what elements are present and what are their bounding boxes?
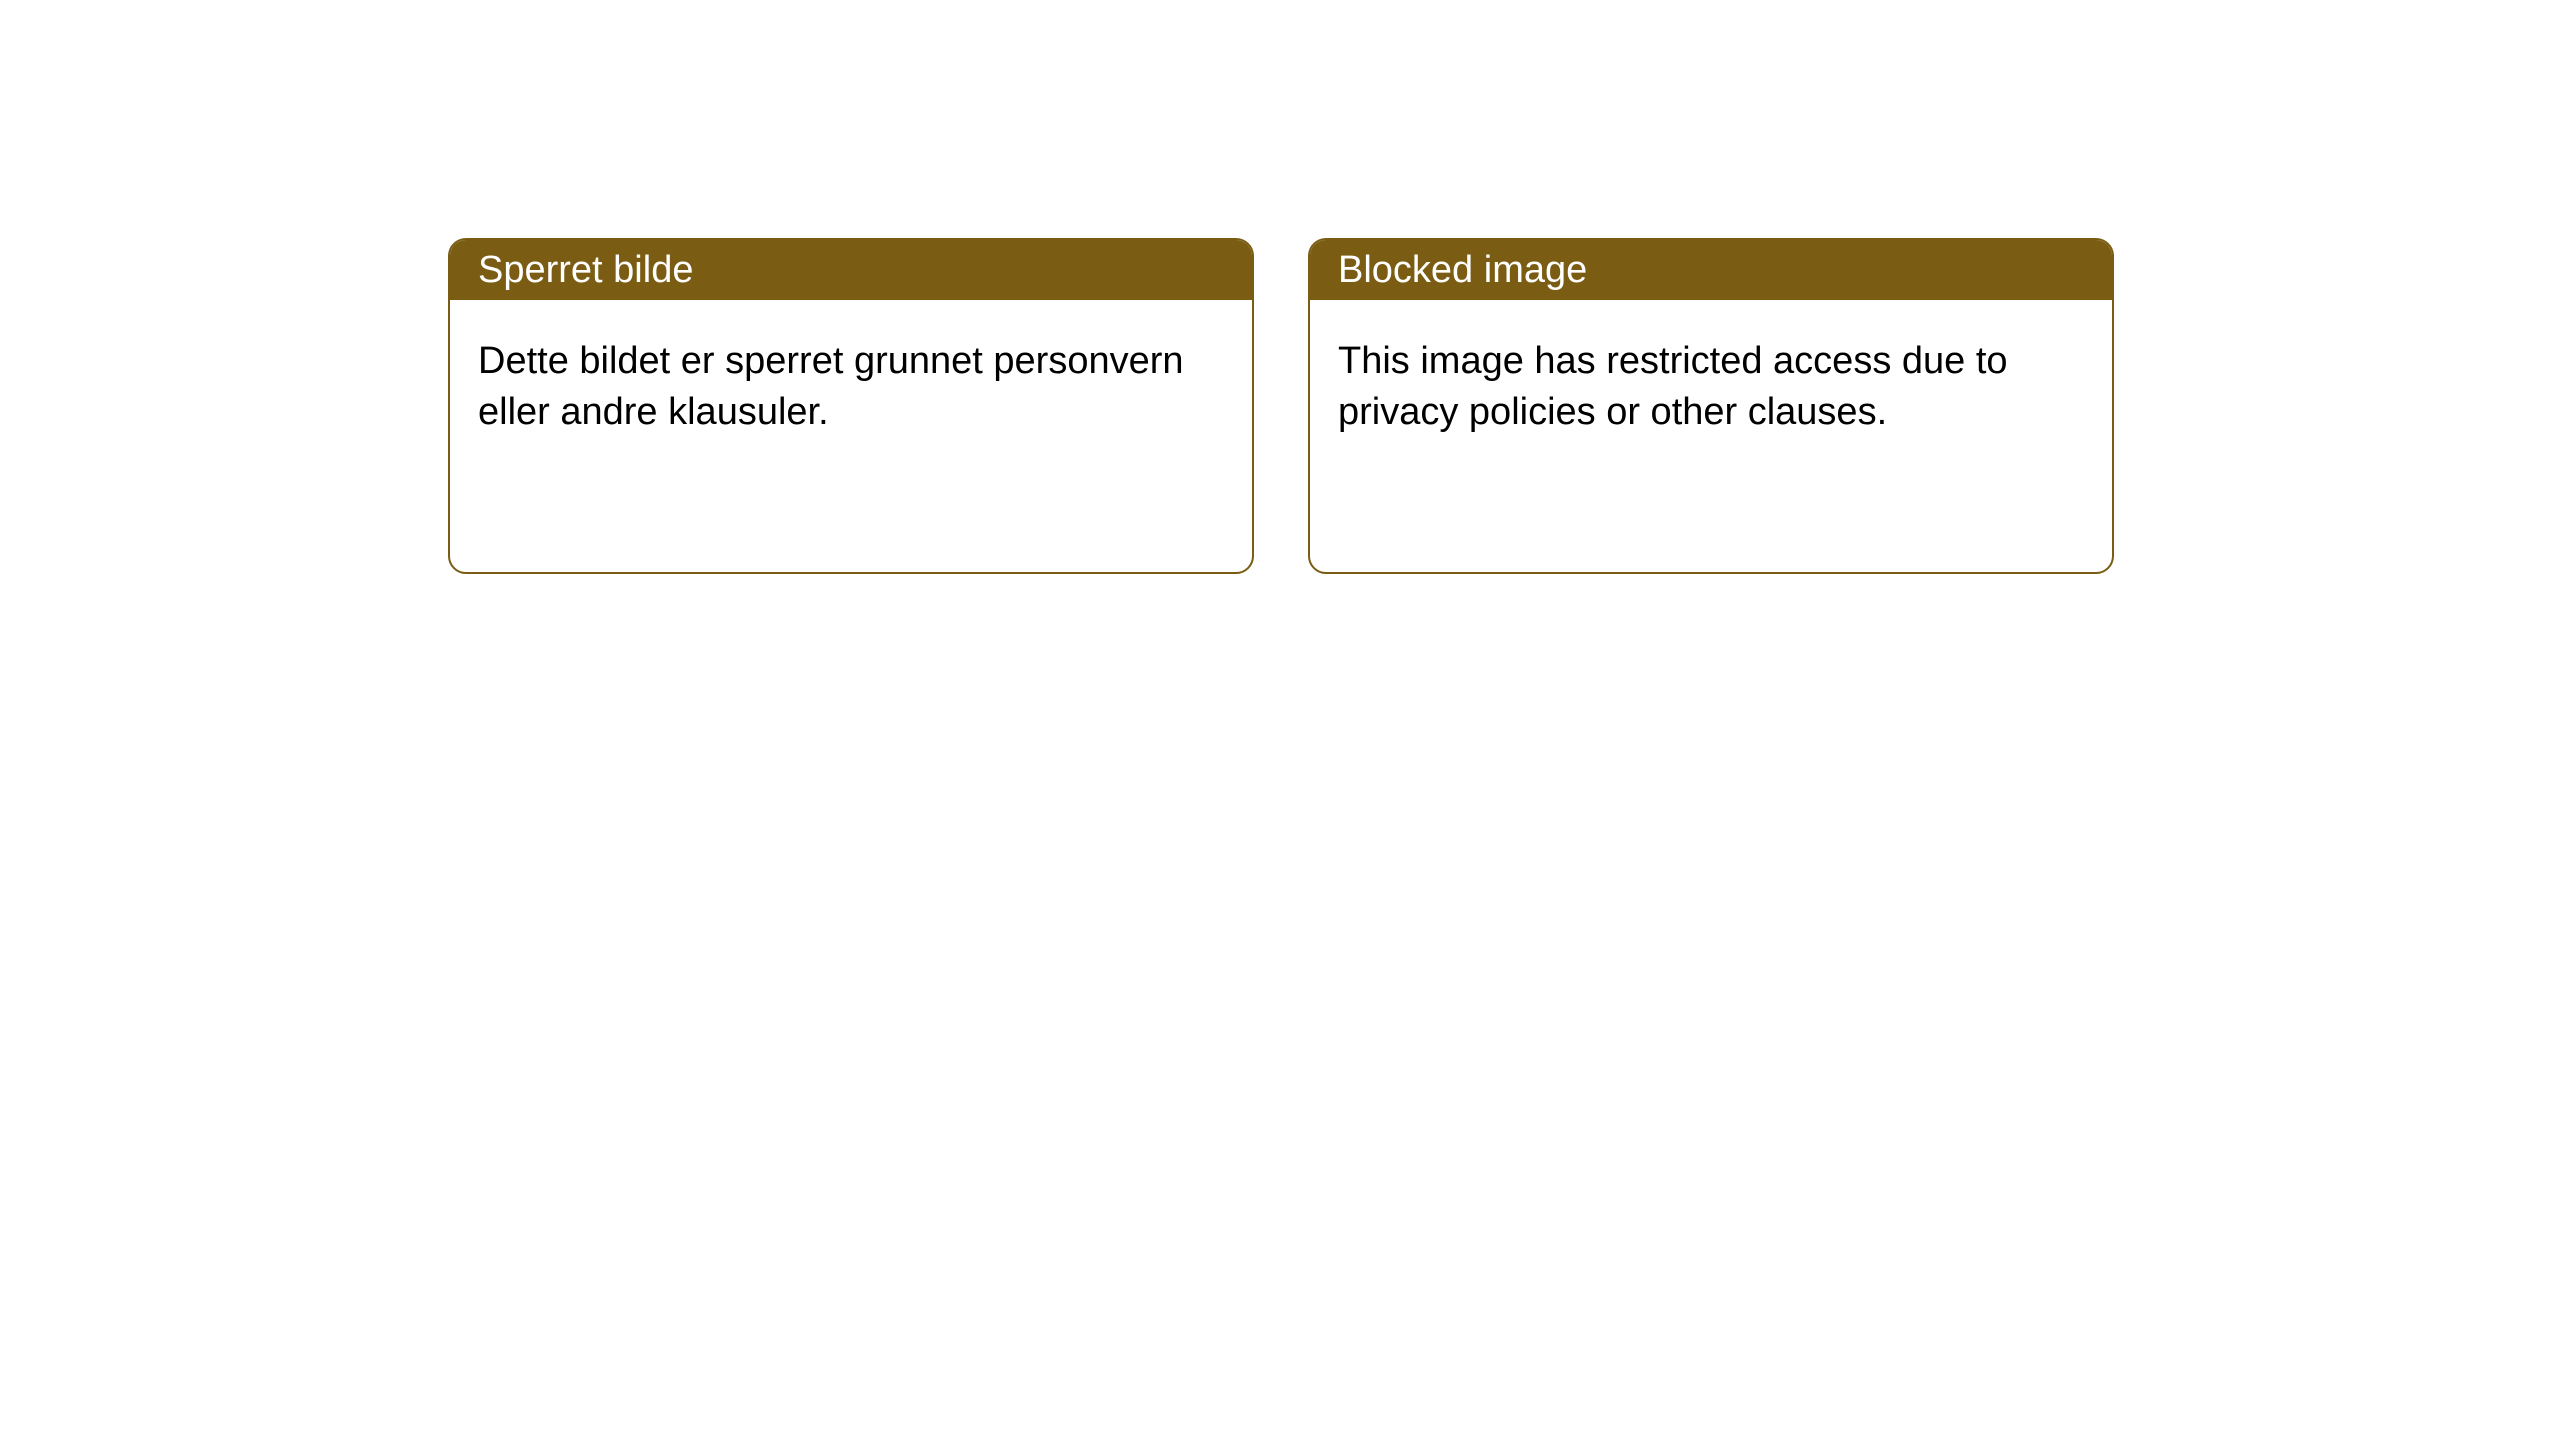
- notice-title-norwegian: Sperret bilde: [450, 240, 1252, 300]
- notice-body-norwegian: Dette bildet er sperret grunnet personve…: [450, 300, 1252, 475]
- notice-box-english: Blocked image This image has restricted …: [1308, 238, 2114, 574]
- notice-body-english: This image has restricted access due to …: [1310, 300, 2112, 475]
- notice-container: Sperret bilde Dette bildet er sperret gr…: [0, 0, 2560, 574]
- notice-title-english: Blocked image: [1310, 240, 2112, 300]
- notice-box-norwegian: Sperret bilde Dette bildet er sperret gr…: [448, 238, 1254, 574]
